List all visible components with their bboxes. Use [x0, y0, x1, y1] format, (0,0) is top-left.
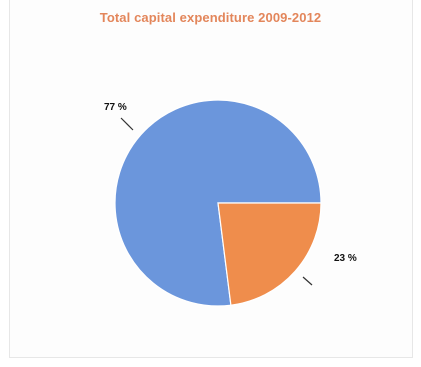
pie-slice-1: [217, 202, 322, 306]
leader-line-0: [120, 117, 134, 131]
leader-line-1: [302, 276, 313, 286]
chart-title: Total capital expenditure 2009-2012: [99, 10, 322, 25]
pie-slices: [114, 99, 322, 307]
leader-lines: [120, 117, 313, 286]
slice-label-0: 77 %: [104, 102, 127, 113]
slice-label-1: 23 %: [334, 253, 357, 264]
slice-labels: 77 % 23 %: [104, 102, 357, 264]
